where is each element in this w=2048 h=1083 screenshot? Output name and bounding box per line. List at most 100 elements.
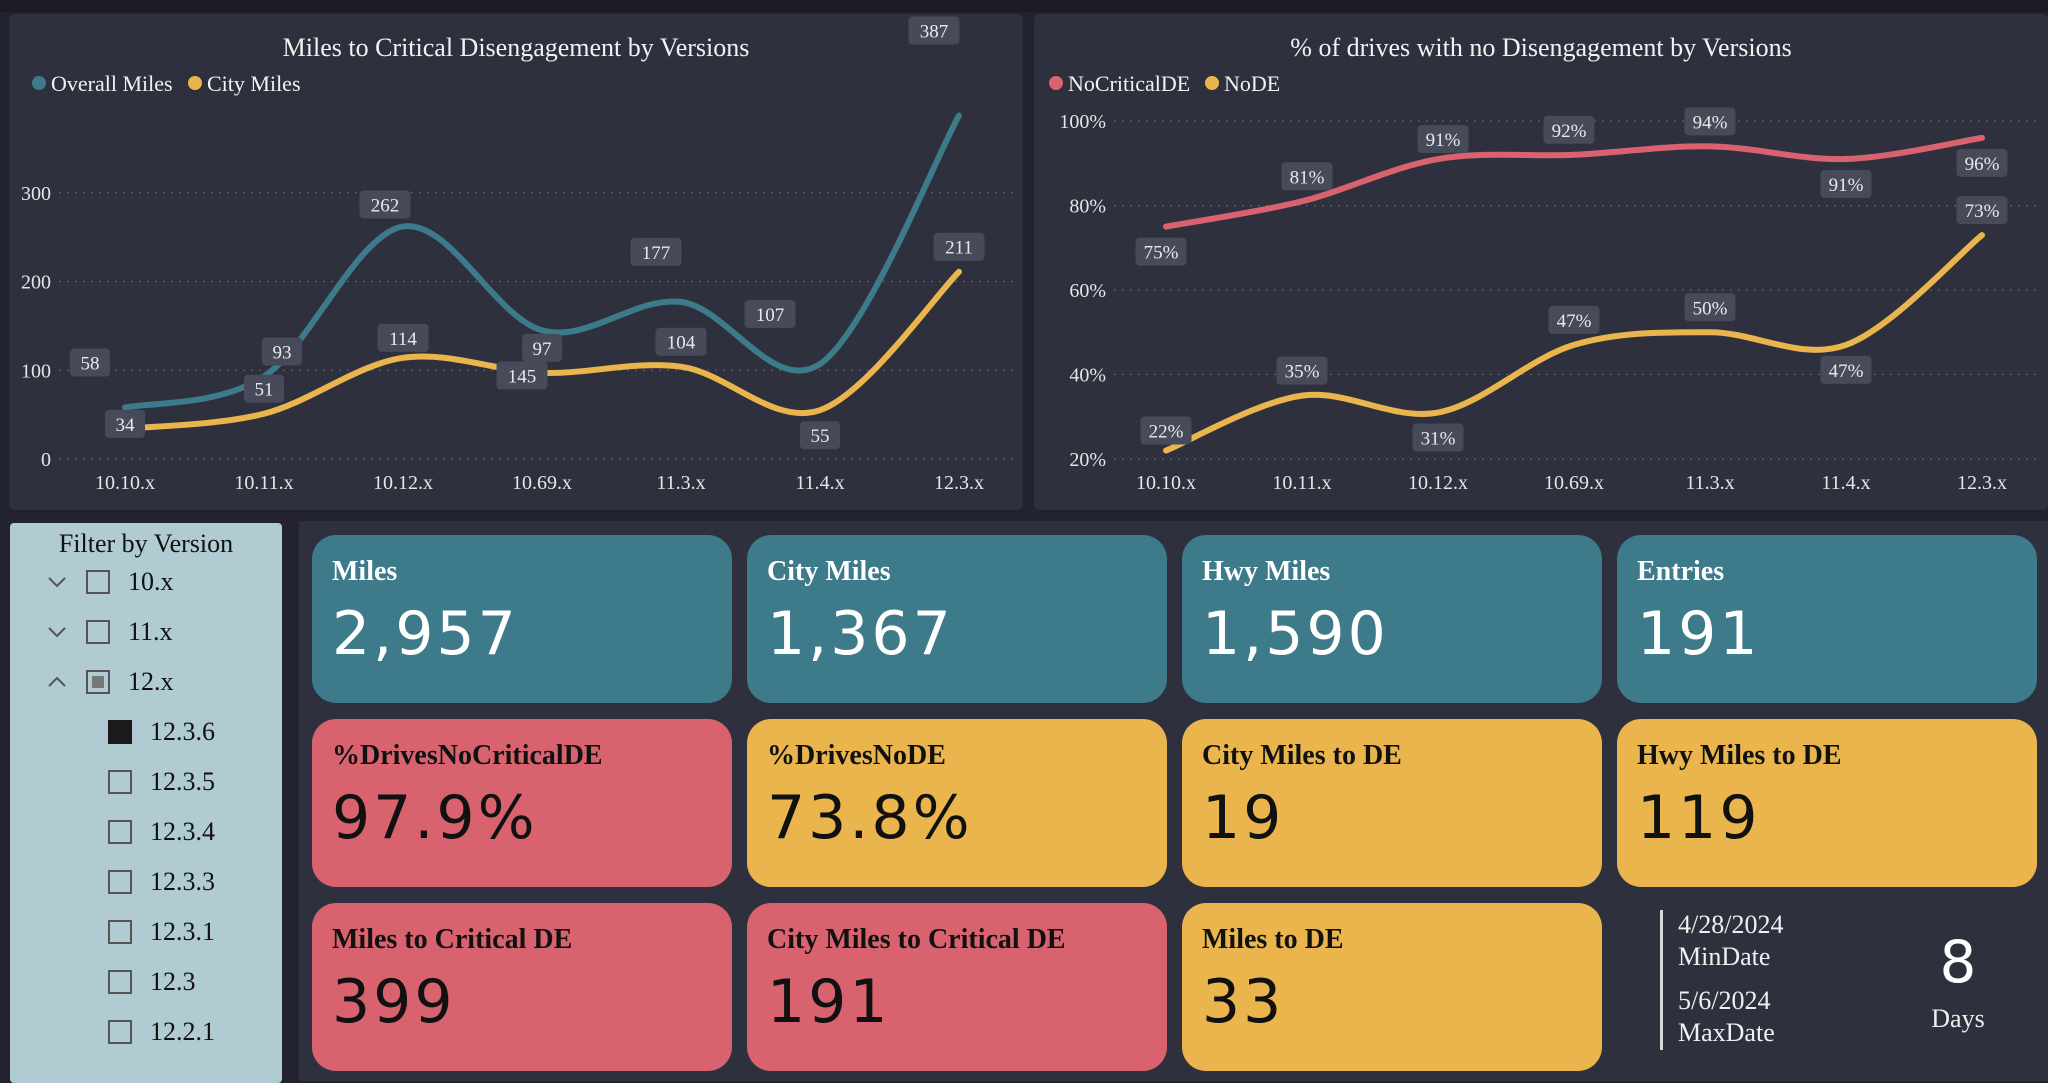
x-tick-label: 11.4.x [1821, 472, 1870, 494]
data-label: 92% [1543, 115, 1595, 144]
checkbox[interactable] [108, 770, 132, 794]
checkbox[interactable] [108, 820, 132, 844]
slicer-item-12-x[interactable]: 12.x [46, 664, 174, 700]
slicer-item-12-3[interactable]: 12.3 [108, 964, 196, 1000]
data-label-box [800, 421, 840, 450]
max-date-label: MaxDate [1678, 1018, 1775, 1047]
slicer-item-12-3-4[interactable]: 12.3.4 [108, 814, 215, 850]
kpi-card-city-miles-to-de[interactable]: City Miles to DE 19 [1182, 719, 1602, 887]
data-label: 22% [1140, 416, 1192, 445]
data-label: 211 [933, 232, 985, 261]
slicer-item-12-3-3[interactable]: 12.3.3 [108, 864, 215, 900]
checkbox[interactable] [108, 1020, 132, 1044]
data-label-box [1956, 196, 2008, 225]
miles-chart: Miles to Critical Disengagement by Versi… [21, 16, 1014, 494]
kpi-card-hwy-miles[interactable]: Hwy Miles 1,590 [1182, 535, 1602, 703]
data-label: 58 [70, 348, 110, 377]
series-line [1163, 134, 1985, 230]
slicer-item-12-3-1[interactable]: 12.3.1 [108, 914, 215, 950]
data-label-box [1281, 162, 1333, 191]
data-label-text: 75% [1144, 243, 1179, 264]
data-label-box [1135, 237, 1187, 266]
data-label-text: 91% [1426, 130, 1461, 151]
data-label: 51 [244, 374, 284, 403]
checkbox[interactable] [108, 970, 132, 994]
kpi-value: 1,367 [767, 599, 954, 669]
data-label: 35% [1276, 356, 1328, 385]
data-label-box [70, 348, 110, 377]
data-label: 47% [1820, 355, 1872, 384]
data-label-box [522, 333, 562, 362]
y-tick-label: 20% [1069, 449, 1106, 471]
kpi-label: %DrivesNoCriticalDE [332, 740, 603, 771]
legend-marker [32, 76, 46, 90]
kpi-card-city-miles[interactable]: City Miles 1,367 [747, 535, 1167, 703]
slicer-item-label: 12.3.5 [150, 767, 215, 796]
data-label-box [496, 361, 548, 390]
checkbox[interactable] [108, 870, 132, 894]
kpi-card-miles-to-de[interactable]: Miles to DE 33 [1182, 903, 1602, 1071]
slicer-item-label: 12.3.3 [150, 867, 215, 896]
data-label-text: 51 [255, 380, 274, 401]
kpi-value: 191 [1637, 599, 1761, 669]
data-label-text: 104 [667, 333, 696, 354]
kpi-card-drivesnode[interactable]: %DrivesNoDE 73.8% [747, 719, 1167, 887]
data-label-text: 145 [508, 366, 537, 387]
checkbox[interactable] [86, 620, 110, 644]
data-label-text: 93 [273, 342, 292, 363]
legend-entry[interactable]: Overall Miles [32, 71, 173, 96]
chevron-up-icon[interactable] [46, 671, 68, 693]
data-label-text: 387 [920, 22, 949, 43]
data-label-text: 97 [533, 339, 552, 360]
kpi-card-city-miles-to-critical-de[interactable]: City Miles to Critical DE 191 [747, 903, 1167, 1071]
legend-entry[interactable]: City Miles [188, 71, 301, 96]
data-label-box [105, 409, 145, 438]
checkbox[interactable] [108, 920, 132, 944]
chevron-down-icon[interactable] [46, 621, 68, 643]
x-tick-label: 10.10.x [1136, 472, 1196, 494]
slicer-item-10-x[interactable]: 10.x [46, 564, 174, 600]
chevron-down-icon[interactable] [46, 571, 68, 593]
slicer-item-12-2-1[interactable]: 12.2.1 [108, 1014, 215, 1050]
data-label: 34 [105, 409, 145, 438]
checkbox[interactable] [108, 720, 132, 744]
kpi-card-hwy-miles-to-de[interactable]: Hwy Miles to DE 119 [1617, 719, 2037, 887]
series-line [122, 268, 962, 432]
checkbox[interactable] [86, 670, 110, 694]
kpi-value: 19 [1202, 783, 1285, 853]
data-label: 114 [377, 323, 429, 352]
y-tick-label: 60% [1069, 280, 1106, 302]
slicer-item-12-3-5[interactable]: 12.3.5 [108, 764, 215, 800]
data-label-text: 94% [1693, 112, 1728, 133]
legend-entry[interactable]: NoDE [1205, 71, 1280, 96]
kpi-label: Entries [1637, 556, 1725, 587]
slicer-item-label: 12.x [128, 667, 174, 696]
slicer-item-label: 10.x [128, 567, 174, 596]
kpi-card-drivesnocriticalde[interactable]: %DrivesNoCriticalDE 97.9% [312, 719, 732, 887]
x-tick-label: 11.3.x [656, 472, 705, 494]
data-label-text: 96% [1965, 154, 2000, 175]
slicer-item-12-3-6[interactable]: 12.3.6 [108, 714, 215, 750]
legend-entry[interactable]: NoCriticalDE [1049, 71, 1190, 96]
data-label-box [1276, 356, 1328, 385]
kpi-card-miles-to-critical-de[interactable]: Miles to Critical DE 399 [312, 903, 732, 1071]
x-tick-label: 12.3.x [934, 472, 984, 494]
checkbox[interactable] [86, 570, 110, 594]
kpi-card-entries[interactable]: Entries 191 [1617, 535, 2037, 703]
kpi-card-miles[interactable]: Miles 2,957 [312, 535, 732, 703]
data-label: 107 [744, 300, 796, 329]
series-line [1163, 232, 1985, 454]
kpi-label: City Miles to Critical DE [767, 924, 1066, 955]
data-label-text: 114 [389, 329, 417, 350]
data-label-box [630, 237, 682, 266]
slicer-item-label: 12.3.4 [150, 817, 215, 846]
legend-marker [188, 76, 202, 90]
slicer-item-11-x[interactable]: 11.x [46, 614, 173, 650]
data-label-box [1417, 125, 1469, 154]
data-label-text: 47% [1829, 361, 1864, 382]
y-tick-label: 300 [21, 183, 51, 205]
x-tick-label: 12.3.x [1957, 472, 2007, 494]
legend-label: Overall Miles [51, 71, 173, 96]
data-label: 81% [1281, 162, 1333, 191]
data-label: 104 [655, 327, 707, 356]
